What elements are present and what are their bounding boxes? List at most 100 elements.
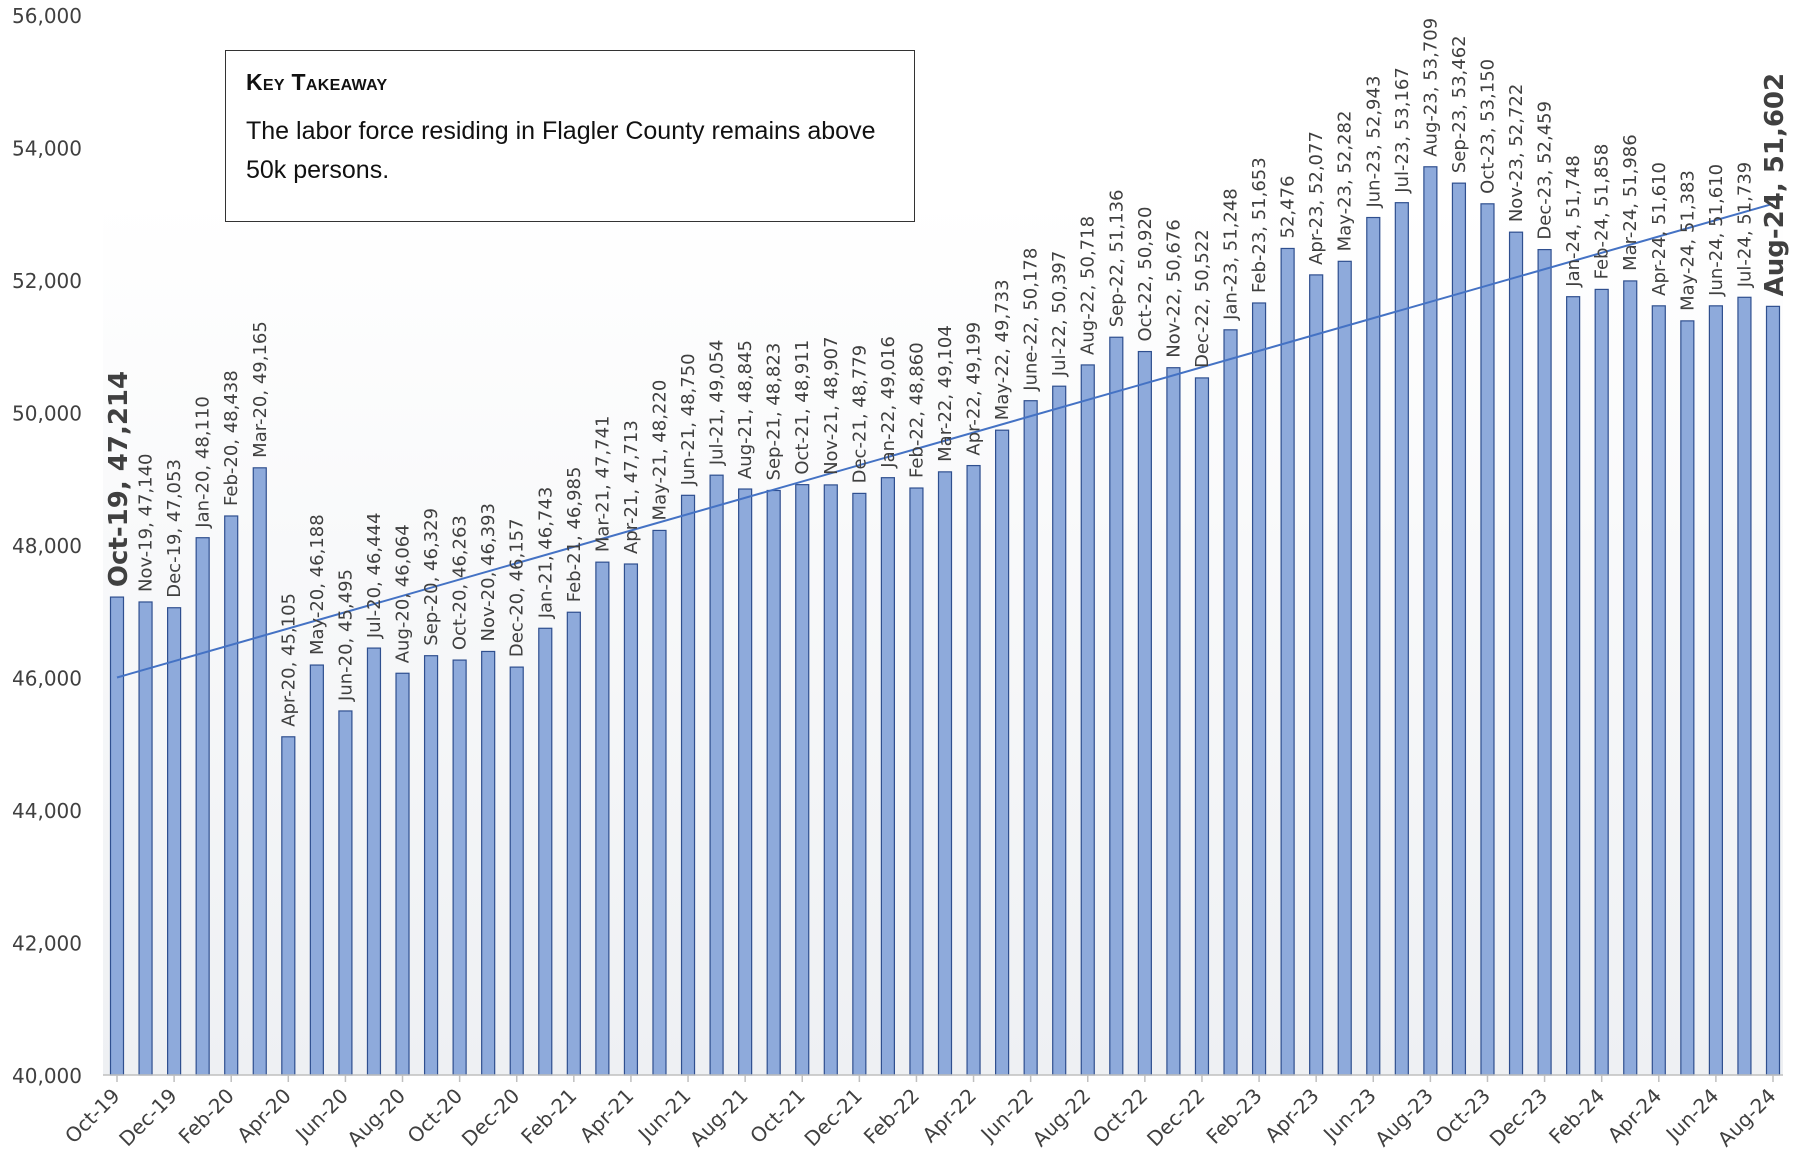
bar-apr-24 [1651,305,1666,1076]
bar-apr-21 [623,563,639,1076]
bar-jan-24 [1566,296,1581,1076]
bar-mar-23 [1280,247,1295,1076]
data-label: Sep-22, 51,136 [1106,189,1127,327]
bar-jan-22 [880,477,895,1076]
data-label: May-24, 51,383 [1677,170,1698,311]
key-takeaway-box: Key Takeaway The labor force residing in… [225,50,915,222]
x-tick-label: Oct-20 [403,1084,468,1149]
data-label: Oct-21, 48,911 [792,340,813,475]
data-label: Dec-20, 46,157 [507,518,528,657]
data-label: Mar-21, 47,741 [592,416,613,553]
bar-dec-19 [167,607,182,1076]
bar-sep-22 [1109,336,1124,1076]
data-label: Jan-23, 51,248 [1221,188,1242,321]
bar-nov-23 [1508,231,1524,1076]
x-tick-label: Jun-22 [975,1084,1039,1148]
data-label: Nov-21, 48,907 [821,336,842,474]
data-label: Jun-21, 48,750 [678,353,699,486]
bar-jan-20 [195,537,210,1076]
x-tick-label: Jun-23 [1317,1084,1381,1148]
bar-sep-23 [1451,182,1467,1076]
bar-may-23 [1337,260,1352,1076]
data-label: Apr-21, 47,713 [621,420,642,554]
y-tick-label: 44,000 [12,799,82,823]
data-label: Jul-21, 49,054 [707,340,728,467]
data-label: Jan-24, 51,748 [1563,155,1584,288]
bar-oct-22 [1137,350,1152,1076]
data-label: Feb-20, 48,438 [221,370,242,506]
bar-aug-24 [1765,305,1781,1076]
x-tick-label: Apr-21 [575,1084,639,1148]
x-tick-label: Oct-21 [745,1084,810,1149]
bar-may-22 [995,429,1010,1076]
data-label: Aug-20, 46,064 [393,524,414,663]
data-label: Feb-21, 46,985 [564,467,585,603]
x-tick-label: Feb-22 [859,1084,924,1149]
data-label: Aug-24, 51,602 [1760,73,1790,296]
y-tick-label: 42,000 [12,932,82,956]
data-label: Jul-20, 46,444 [364,513,385,640]
y-tick-label: 54,000 [12,137,82,161]
bar-aug-22 [1080,364,1095,1076]
data-label: Jul-23, 53,167 [1392,67,1413,194]
bar-mar-20 [252,467,267,1076]
data-label: Nov-20, 46,393 [478,503,499,641]
bar-sep-20 [423,655,439,1076]
data-label: Mar-24, 51,986 [1620,134,1641,271]
x-tick-label: Feb-21 [516,1084,581,1149]
data-label: Mar-22, 49,104 [935,325,956,462]
data-label: Aug-21, 48,845 [735,340,756,479]
bar-apr-23 [1309,274,1324,1076]
bar-jun-21 [680,494,696,1076]
bar-nov-19 [138,601,153,1076]
data-label: May-20, 46,188 [307,514,328,655]
bar-may-21 [652,529,667,1076]
x-tick-label: Jun-24 [1660,1084,1724,1148]
bar-aug-21 [738,488,753,1076]
x-tick-label: Apr-24 [1603,1084,1667,1148]
bar-jun-23 [1366,216,1381,1076]
data-label: Nov-19, 47,140 [136,453,157,591]
bar-feb-21 [566,611,581,1076]
y-tick-label: 40,000 [12,1064,82,1088]
data-label-group: Oct-19, 47,214 Nov-19, 47,140 Dec-19, 47,0… [104,18,1790,727]
x-tick-label: Dec-22 [1142,1084,1209,1151]
bar-nov-20 [481,650,496,1076]
y-tick-label: 48,000 [12,534,82,558]
data-label: Dec-21, 48,779 [849,345,870,484]
data-label: Jan-22, 49,016 [878,336,899,469]
x-tick-label: Oct-22 [1088,1084,1153,1149]
bar-apr-22 [966,464,981,1076]
data-label: Nov-22, 50,676 [1163,219,1184,357]
bar-jan-21 [538,627,553,1076]
x-axis: Oct-19Dec-19Feb-20Apr-20Jun-20Aug-20Oct-… [60,1074,1783,1152]
y-tick-label: 46,000 [12,667,82,691]
bar-aug-20 [395,672,410,1076]
data-label: May-22, 49,733 [992,279,1013,420]
data-label: Feb-23, 51,653 [1249,157,1270,293]
bar-dec-23 [1537,248,1552,1076]
data-label: Sep-23, 53,462 [1449,35,1470,173]
data-label: Sep-21, 48,823 [764,343,785,481]
key-takeaway-title: Key Takeaway [246,69,388,95]
data-label: June-22, 50,178 [1021,248,1042,392]
data-label: Jun-24, 51,610 [1706,164,1727,297]
data-label: Jun-20, 45,495 [335,569,356,702]
bar-jun-22 [1023,400,1038,1076]
bar-feb-22 [909,487,924,1076]
bar-may-24 [1680,320,1695,1076]
x-tick-label: Aug-23 [1370,1084,1438,1152]
data-label: Oct-19, 47,214 [104,371,134,587]
bar-oct-19 [109,596,125,1076]
data-label: Oct-22, 50,920 [1135,207,1156,342]
bar-feb-24 [1594,288,1609,1076]
data-label: Aug-23, 53,709 [1420,18,1441,157]
data-label: Oct-23, 53,150 [1477,59,1498,194]
bar-jul-22 [1052,385,1067,1076]
x-tick-label: Oct-23 [1430,1084,1495,1149]
trendline [116,202,1774,679]
data-label: Jan-21, 46,743 [535,487,556,620]
bar-nov-22 [1166,367,1181,1076]
bar-mar-21 [595,561,610,1076]
data-label: Dec-19, 47,053 [164,459,185,598]
